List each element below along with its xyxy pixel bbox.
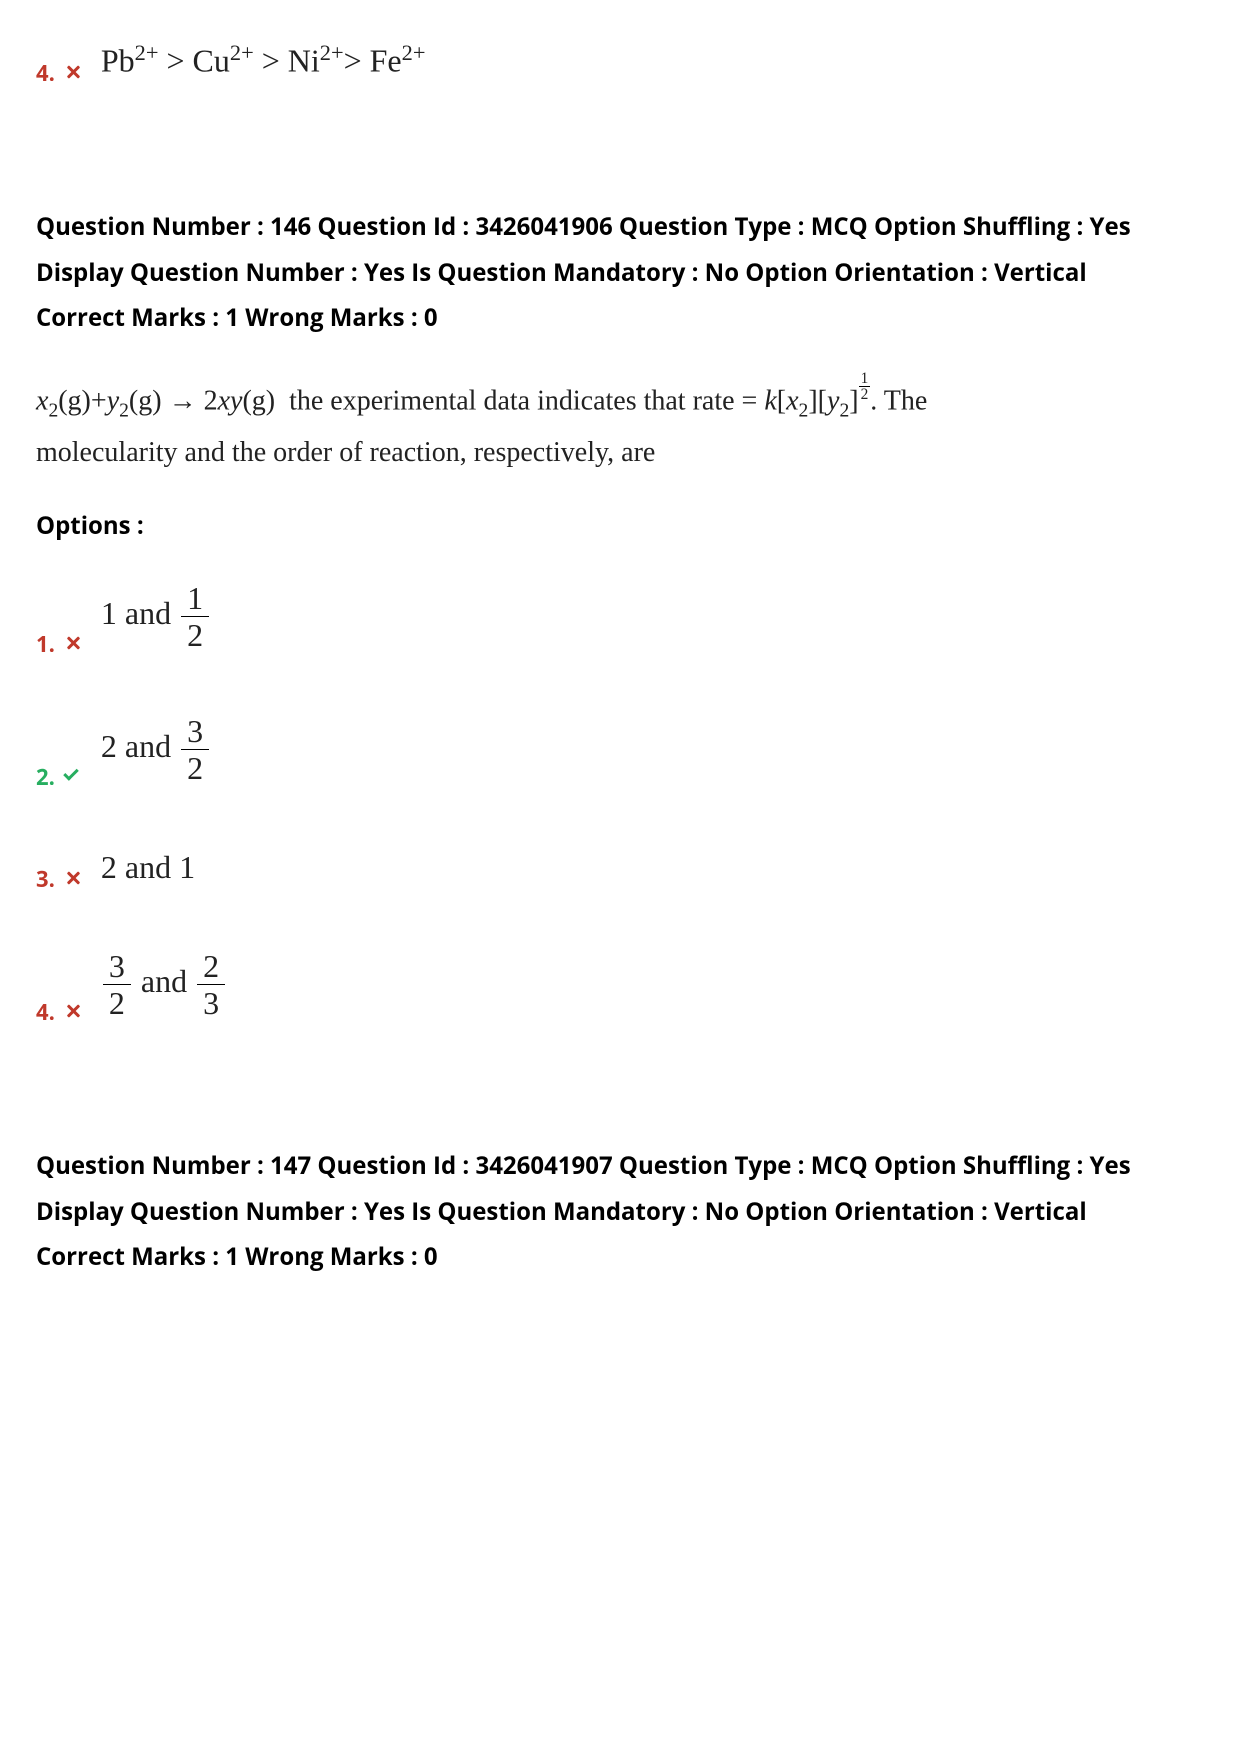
option-formula: 2 and 32 [101,715,211,788]
meta-line: Correct Marks : 1 Wrong Marks : 0 [36,295,1204,341]
wrong-icon [65,872,83,890]
wrong-icon [65,1005,83,1023]
meta-line: Question Number : 147 Question Id : 3426… [36,1143,1204,1189]
question-146-body: x2(g)+y2(g) → 2xy(g) the experimental da… [36,371,1204,479]
prev-option-row: 4. Pb2+ > Cu2+ > Ni2+> Fe2+ [36,40,1204,84]
wrong-icon [65,637,83,655]
option-number: 3. [36,868,55,890]
meta-line: Correct Marks : 1 Wrong Marks : 0 [36,1234,1204,1280]
meta-line: Display Question Number : Yes Is Questio… [36,250,1204,296]
option-row: 3. 2 and 1 [36,848,1204,890]
option-formula: Pb2+ > Cu2+ > Ni2+> Fe2+ [101,40,426,84]
wrong-icon [65,66,83,84]
options-label: Options : [36,509,1204,542]
meta-line: Display Question Number : Yes Is Questio… [36,1189,1204,1235]
option-number: 1. [36,633,55,655]
question-147-meta: Question Number : 147 Question Id : 3426… [36,1143,1204,1280]
option-number: 4. [36,1001,55,1023]
meta-line: Question Number : 146 Question Id : 3426… [36,204,1204,250]
correct-icon [65,770,83,788]
question-146-meta: Question Number : 146 Question Id : 3426… [36,204,1204,341]
option-row: 4. 32 and 23 [36,950,1204,1023]
question-146-options: 1. 1 and 12 2. 2 and 32 3. 2 and 1 4. 32 and 23 [36,582,1204,1023]
option-row: 2. 2 and 32 [36,715,1204,788]
option-number: 2. [36,766,55,788]
option-formula: 32 and 23 [101,950,227,1023]
option-row: 1. 1 and 12 [36,582,1204,655]
option-number: 4. [36,62,55,84]
option-formula: 1 and 12 [101,582,211,655]
option-formula: 2 and 1 [101,848,195,890]
